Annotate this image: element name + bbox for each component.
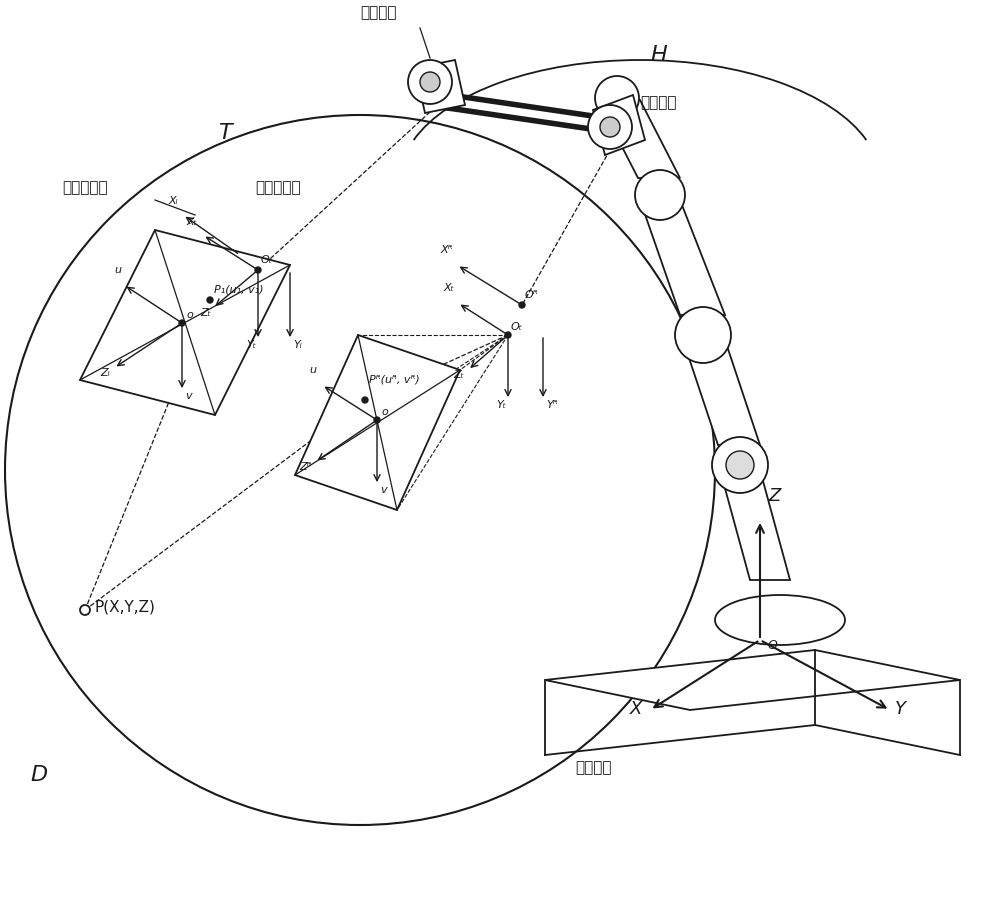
Text: Xₜ: Xₜ bbox=[443, 283, 454, 293]
Text: 左拍摄点: 左拍摄点 bbox=[360, 5, 396, 20]
Text: v: v bbox=[185, 391, 192, 401]
Circle shape bbox=[362, 397, 368, 403]
Text: u: u bbox=[309, 365, 316, 375]
Polygon shape bbox=[545, 650, 960, 710]
Circle shape bbox=[600, 117, 620, 137]
Circle shape bbox=[588, 105, 632, 149]
Circle shape bbox=[675, 307, 731, 363]
Text: Yₗ: Yₗ bbox=[293, 340, 302, 350]
Text: o: o bbox=[186, 310, 193, 320]
Text: Xₗ: Xₗ bbox=[168, 196, 178, 206]
Circle shape bbox=[374, 417, 380, 423]
Polygon shape bbox=[640, 200, 725, 315]
Text: Oₜ: Oₜ bbox=[511, 322, 523, 332]
Text: v: v bbox=[380, 485, 387, 495]
Text: 基坐标系: 基坐标系 bbox=[575, 760, 612, 775]
Text: Yᴿ: Yᴿ bbox=[546, 400, 558, 410]
Text: Zₜ: Zₜ bbox=[453, 370, 464, 380]
Ellipse shape bbox=[715, 595, 845, 645]
Text: Y: Y bbox=[895, 700, 906, 718]
Circle shape bbox=[712, 437, 768, 493]
Text: Zₜ: Zₜ bbox=[200, 308, 211, 318]
Polygon shape bbox=[683, 340, 760, 445]
Text: O: O bbox=[768, 639, 778, 652]
Circle shape bbox=[726, 451, 754, 479]
Text: u: u bbox=[114, 265, 121, 275]
Circle shape bbox=[408, 60, 452, 104]
Text: o: o bbox=[381, 407, 388, 417]
Circle shape bbox=[80, 605, 90, 615]
Polygon shape bbox=[598, 100, 680, 178]
Text: 右拍摄点: 右拍摄点 bbox=[640, 95, 676, 110]
Polygon shape bbox=[80, 230, 290, 415]
Text: Xᴿ: Xᴿ bbox=[440, 245, 452, 255]
Polygon shape bbox=[295, 335, 460, 510]
Circle shape bbox=[635, 170, 685, 220]
Text: Zₗ: Zₗ bbox=[100, 368, 110, 378]
Text: Z: Z bbox=[768, 487, 780, 505]
Text: Pᴿ(uᴿ, vᴿ): Pᴿ(uᴿ, vᴿ) bbox=[369, 375, 420, 385]
Text: D: D bbox=[30, 765, 47, 785]
Text: 工具坐标系: 工具坐标系 bbox=[62, 180, 108, 195]
Text: Yₜ: Yₜ bbox=[496, 400, 506, 410]
Text: Oₜ: Oₜ bbox=[261, 255, 273, 265]
Polygon shape bbox=[593, 95, 645, 155]
Text: P(X,Y,Z): P(X,Y,Z) bbox=[95, 600, 156, 615]
Text: P₁(u₁, v₁): P₁(u₁, v₁) bbox=[214, 285, 264, 295]
Circle shape bbox=[255, 267, 261, 273]
Circle shape bbox=[519, 302, 525, 308]
Polygon shape bbox=[415, 60, 465, 113]
Text: Zᴿ: Zᴿ bbox=[299, 462, 312, 472]
Text: Yₜ: Yₜ bbox=[246, 340, 256, 350]
Text: H: H bbox=[650, 45, 667, 65]
Circle shape bbox=[595, 76, 639, 120]
Circle shape bbox=[207, 297, 213, 303]
Text: 相机坐标系: 相机坐标系 bbox=[255, 180, 301, 195]
Text: X: X bbox=[630, 700, 642, 718]
Polygon shape bbox=[720, 470, 790, 580]
Text: Oᴿ: Oᴿ bbox=[525, 290, 539, 300]
Text: Xₜ: Xₜ bbox=[186, 217, 197, 227]
Circle shape bbox=[420, 72, 440, 92]
Text: T: T bbox=[218, 123, 232, 143]
Circle shape bbox=[505, 332, 511, 338]
Circle shape bbox=[179, 320, 185, 326]
